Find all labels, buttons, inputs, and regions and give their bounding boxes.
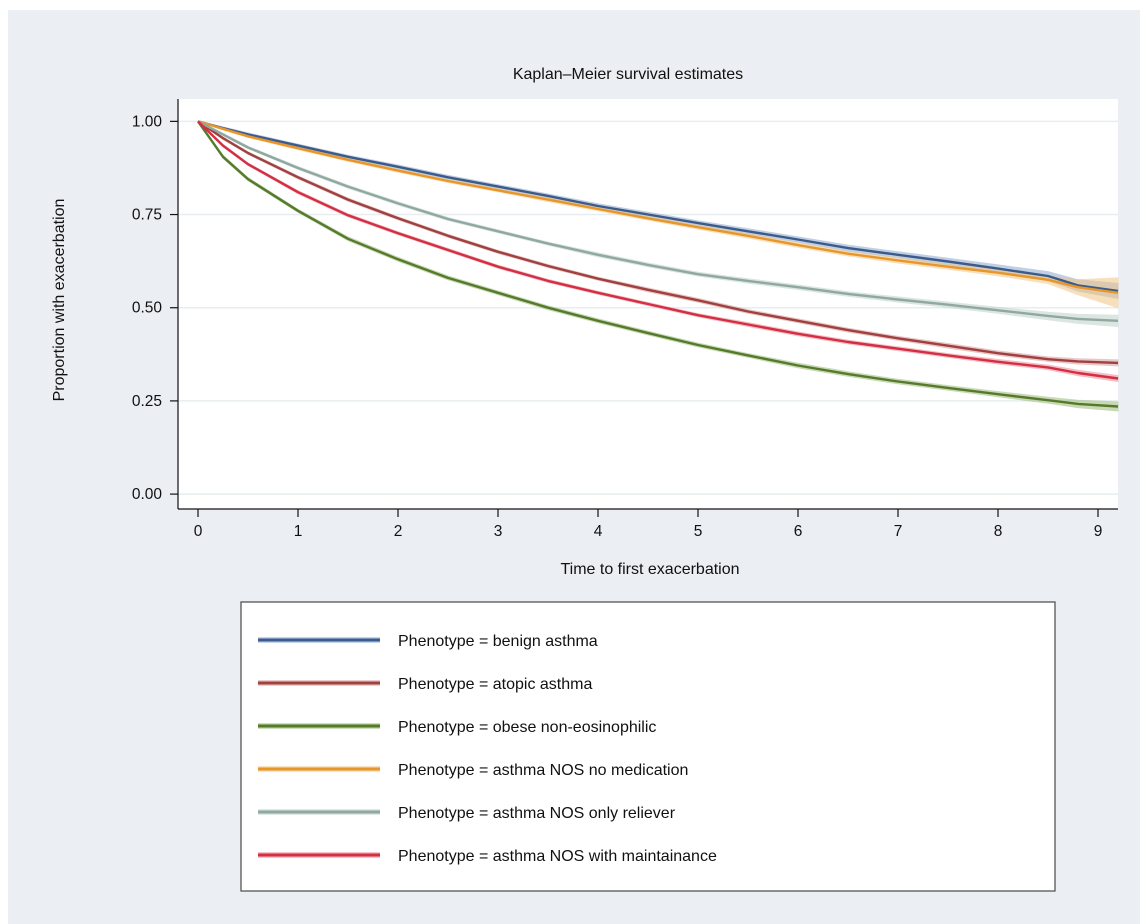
y-tick-label: 1.00 bbox=[132, 113, 163, 130]
y-tick-label: 0.00 bbox=[132, 486, 163, 503]
legend-label: Phenotype = asthma NOS with maintainance bbox=[398, 848, 717, 865]
x-tick-label: 7 bbox=[894, 523, 903, 540]
x-tick-label: 5 bbox=[694, 523, 703, 540]
series-line bbox=[197, 120, 1119, 322]
x-tick-label: 0 bbox=[194, 523, 203, 540]
legend-label: Phenotype = obese non-eosinophilic bbox=[398, 719, 656, 736]
legend-label: Phenotype = asthma NOS only reliever bbox=[398, 805, 676, 822]
x-axis-title: Time to first exacerbation bbox=[560, 561, 739, 578]
x-tick-label: 3 bbox=[494, 523, 503, 540]
x-tick-label: 9 bbox=[1094, 523, 1103, 540]
legend-label: Phenotype = asthma NOS no medication bbox=[398, 762, 688, 779]
chart-canvas: Kaplan–Meier survival estimates 0.00 0.25… bbox=[51, 66, 1119, 892]
chart-figure: Kaplan–Meier survival estimates 0.00 0.25… bbox=[8, 10, 1140, 924]
x-tick-label: 4 bbox=[594, 523, 603, 540]
series-line bbox=[197, 120, 1119, 380]
series-line bbox=[197, 120, 1119, 408]
y-axis-title: Proportion with exacerbation bbox=[51, 199, 68, 402]
series-line bbox=[197, 120, 1119, 294]
survival-curves bbox=[197, 120, 1119, 408]
chart-title: Kaplan–Meier survival estimates bbox=[513, 66, 743, 83]
legend-label: Phenotype = atopic asthma bbox=[398, 676, 592, 693]
y-tick-label: 0.25 bbox=[132, 393, 162, 410]
legend-label: Phenotype = benign asthma bbox=[398, 633, 598, 650]
y-tick-label: 0.50 bbox=[132, 300, 163, 317]
x-tick-label: 1 bbox=[294, 523, 303, 540]
y-axis-ticks: 0.00 0.25 0.50 0.75 1.00 bbox=[132, 113, 178, 503]
series-line bbox=[197, 120, 1119, 365]
x-tick-label: 8 bbox=[994, 523, 1003, 540]
confidence-band bbox=[197, 121, 1119, 383]
x-tick-label: 2 bbox=[394, 523, 403, 540]
legend: Phenotype = benign asthma Phenotype = ato… bbox=[258, 633, 717, 865]
x-axis-ticks: 0 1 2 3 4 5 6 7 8 9 bbox=[194, 509, 1103, 540]
y-tick-label: 0.75 bbox=[132, 207, 162, 224]
legend-box bbox=[240, 601, 1056, 892]
x-tick-label: 6 bbox=[794, 523, 803, 540]
series-line bbox=[197, 120, 1119, 293]
